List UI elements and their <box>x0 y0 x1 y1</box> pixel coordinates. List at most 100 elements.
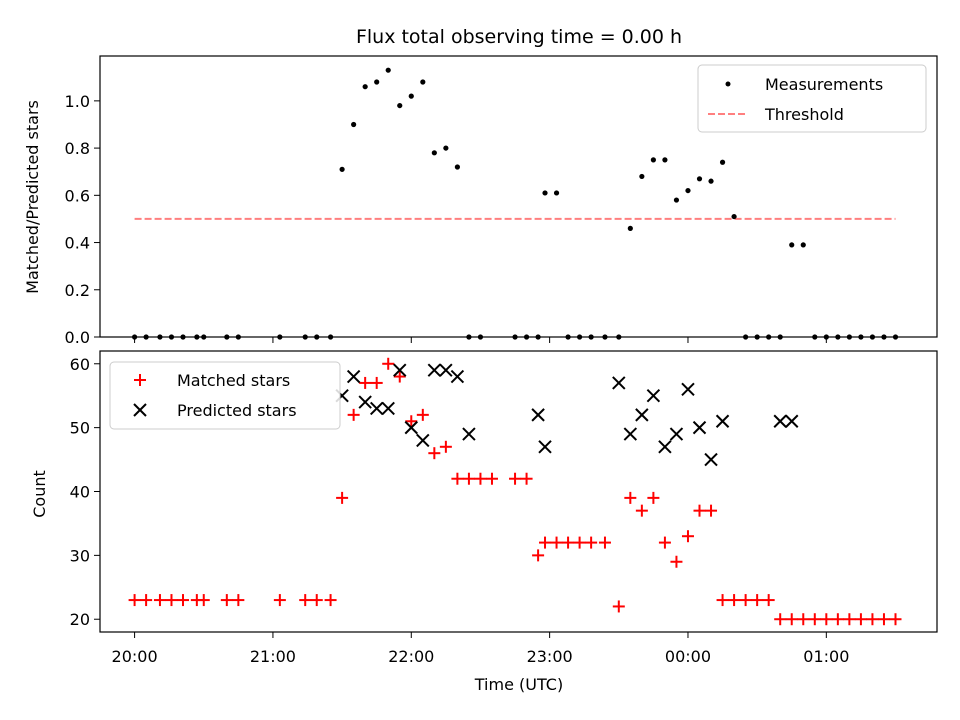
legend-matched-label: Matched stars <box>177 371 290 390</box>
matched-stars-point <box>220 594 233 607</box>
matched-stars-point <box>889 613 902 626</box>
predicted-stars-point <box>427 363 442 377</box>
top-y-tick-label: 0.2 <box>65 281 90 300</box>
matched-stars-point <box>299 594 312 607</box>
measurement-point <box>662 157 668 163</box>
matched-stars-point <box>550 536 563 549</box>
measurement-point <box>397 102 403 109</box>
x-tick-label: 21:00 <box>250 647 296 666</box>
predicted-stars-point <box>623 427 638 441</box>
matched-stars-point <box>624 491 637 504</box>
matched-stars-point <box>382 357 395 370</box>
matched-stars-point <box>843 613 856 626</box>
bottom-legend: Matched stars Predicted stars <box>109 361 341 430</box>
top-y-tick-label: 0.0 <box>65 328 90 347</box>
top-x-ticks <box>134 337 827 343</box>
matched-stars-point <box>751 594 764 607</box>
predicted-stars-point <box>773 414 787 428</box>
bottom-x-ticks: 20:00 21:00 22:00 23:00 00:00 01:00 <box>112 632 849 666</box>
top-y-ticks: 0.0 0.2 0.4 0.6 0.8 1.0 <box>65 92 100 347</box>
measurement-point <box>351 121 357 128</box>
measurement-point <box>408 93 414 99</box>
legend-measurements-label: Measurements <box>765 75 883 94</box>
x-tick-label: 00:00 <box>665 647 711 666</box>
top-y-tick-label: 1.0 <box>65 92 90 111</box>
measurement-point <box>362 84 368 90</box>
measurement-point <box>454 164 460 170</box>
measurement-point <box>339 166 345 172</box>
measurement-point <box>696 176 703 182</box>
top-y-tick-label: 0.4 <box>65 234 90 253</box>
matched-stars-point <box>808 613 821 626</box>
predicted-stars-point <box>692 420 707 435</box>
matched-stars-point <box>539 536 552 549</box>
legend-threshold-label: Threshold <box>764 105 844 124</box>
legend-matched-marker <box>134 374 146 386</box>
measurement-point <box>789 242 795 248</box>
matched-stars-point <box>693 504 706 517</box>
matched-stars-point <box>635 504 648 517</box>
matched-stars-point <box>831 613 844 626</box>
matched-stars-point <box>785 613 798 626</box>
matched-stars-point <box>273 594 286 607</box>
matched-stars-point <box>585 536 598 549</box>
matched-stars-point <box>598 536 611 549</box>
measurement-point <box>385 67 391 73</box>
predicted-stars-point <box>635 408 649 422</box>
bottom-legend-box <box>109 361 341 430</box>
matched-stars-point <box>439 440 452 453</box>
matched-stars-point <box>197 594 210 607</box>
top-y-axis-label: Matched/Predicted stars <box>23 100 42 294</box>
bottom-y-tick-label: 40 <box>70 483 90 502</box>
x-tick-label: 23:00 <box>527 647 573 666</box>
bottom-plot-area <box>128 357 902 626</box>
x-tick-label: 22:00 <box>388 647 434 666</box>
measurement-point <box>800 242 806 248</box>
matched-stars-point <box>336 491 349 504</box>
matched-stars-point <box>165 594 178 607</box>
matched-stars-point <box>647 491 660 504</box>
x-axis-label: Time (UTC) <box>474 675 563 694</box>
top-panel: 0.0 0.2 0.4 0.6 0.8 1.0 Matched/Predicted sta… <box>23 55 938 347</box>
predicted-stars-point <box>416 433 430 448</box>
matched-stars-point <box>728 594 741 607</box>
predicted-stars-point <box>785 414 799 428</box>
bottom-y-tick-label: 20 <box>70 610 90 629</box>
matched-stars-point <box>370 376 383 389</box>
predicted-stars-point <box>681 382 695 397</box>
matched-stars-point <box>877 613 890 626</box>
predicted-stars-point <box>646 388 661 403</box>
matched-stars-point <box>232 594 245 607</box>
matched-stars-point <box>705 504 718 517</box>
top-y-tick-label: 0.8 <box>65 139 90 158</box>
matched-stars-point <box>658 536 671 549</box>
matched-stars-point <box>573 536 586 549</box>
matched-stars-point <box>128 594 141 607</box>
x-tick-label: 01:00 <box>803 647 849 666</box>
chart-title: Flux total observing time = 0.00 h <box>356 26 682 48</box>
bottom-y-tick-label: 30 <box>70 546 90 565</box>
matched-stars-point <box>612 600 625 613</box>
measurement-point <box>673 197 680 203</box>
measurement-point <box>708 178 714 184</box>
top-y-tick-label: 0.6 <box>65 186 90 205</box>
legend-predicted-label: Predicted stars <box>177 401 297 420</box>
matched-stars-point <box>310 594 323 607</box>
matched-stars-point <box>177 594 190 607</box>
bottom-y-axis-label: Count <box>30 470 49 518</box>
bottom-panel: 20 30 40 50 60 20:00 21:00 22:00 23:00 00:00 01:0… <box>30 350 938 694</box>
predicted-stars-point <box>404 420 418 435</box>
matched-stars-point <box>716 594 729 607</box>
bottom-y-ticks: 20 30 40 50 60 <box>70 355 100 629</box>
predicted-stars-point <box>462 427 476 441</box>
matched-stars-point <box>428 447 441 460</box>
measurement-point <box>431 150 437 156</box>
measurement-point <box>374 79 380 85</box>
predicted-stars-point <box>381 401 395 416</box>
measurement-point <box>553 190 560 196</box>
matched-stars-point <box>520 472 533 485</box>
matched-stars-point <box>324 594 337 607</box>
predicted-stars-point <box>439 363 453 377</box>
matched-stars-point <box>416 408 429 421</box>
measurement-point <box>719 159 726 165</box>
